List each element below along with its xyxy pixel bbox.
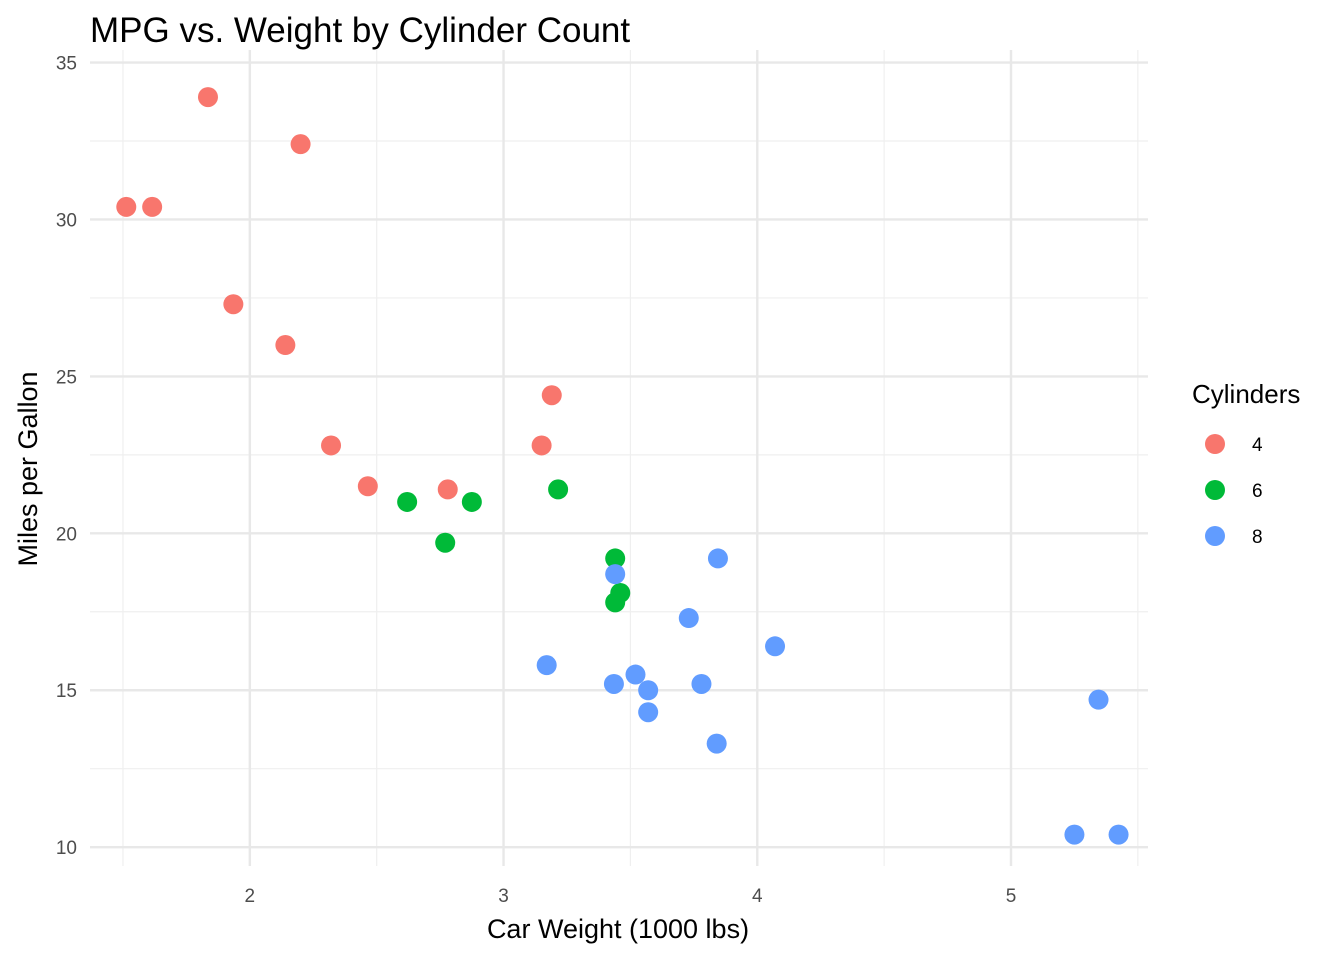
y-tick-label: 10	[56, 838, 77, 859]
data-point-cyl-4	[437, 479, 458, 500]
data-point-cyl-6	[461, 491, 482, 512]
data-point-cyl-8	[706, 733, 727, 754]
x-tick-label: 3	[498, 886, 509, 907]
data-point-cyl-8	[536, 655, 557, 676]
chart-title: MPG vs. Weight by Cylinder Count	[90, 11, 630, 50]
data-point-cyl-8	[638, 680, 659, 701]
data-point-cyl-8	[691, 673, 712, 694]
data-point-cyl-4	[321, 435, 342, 456]
data-point-cyl-8	[678, 608, 699, 629]
data-point-cyl-4	[531, 435, 552, 456]
y-axis-label: Miles per Gallon	[13, 371, 43, 566]
data-point-cyl-6	[605, 592, 626, 613]
legend-key-6	[1205, 480, 1225, 500]
legend-label-4: 4	[1252, 435, 1263, 456]
data-point-cyl-4	[541, 385, 562, 406]
x-tick-label: 2	[245, 886, 256, 907]
major-gridlines	[90, 50, 1148, 866]
y-tick-label: 20	[56, 524, 77, 545]
data-point-cyl-4	[357, 476, 378, 497]
x-tick-label: 5	[1006, 886, 1017, 907]
y-axis-tick-labels: 10 15 20 25 30 35	[56, 54, 77, 860]
legend-title: Cylinders	[1192, 379, 1300, 409]
data-point-cyl-8	[638, 702, 659, 723]
y-tick-label: 35	[56, 54, 77, 75]
legend-key-8	[1205, 526, 1225, 546]
data-point-cyl-4	[290, 134, 311, 155]
data-point-cyl-4	[142, 196, 163, 217]
data-point-cyl-6	[605, 548, 626, 569]
data-point-cyl-8	[625, 664, 646, 685]
data-point-cyl-8	[603, 673, 624, 694]
y-tick-label: 15	[56, 681, 77, 702]
data-point-cyl-6	[548, 479, 569, 500]
data-point-cyl-4	[197, 87, 218, 108]
data-point-cyl-8	[1064, 824, 1085, 845]
data-point-cyl-4	[223, 294, 244, 315]
y-tick-label: 25	[56, 367, 77, 388]
minor-gridlines	[90, 50, 1148, 866]
x-axis-tick-labels: 2 3 4 5	[245, 886, 1017, 907]
data-point-cyl-8	[1108, 824, 1129, 845]
data-point-cyl-8	[765, 636, 786, 657]
data-point-cyl-6	[397, 491, 418, 512]
data-point-cyl-4	[116, 196, 137, 217]
legend-key-4	[1205, 434, 1225, 454]
data-point-cyl-8	[605, 564, 626, 585]
data-points	[116, 87, 1129, 845]
y-tick-label: 30	[56, 210, 77, 231]
legend: Cylinders 4 6 8	[1192, 379, 1300, 548]
data-point-cyl-6	[435, 532, 456, 553]
legend-label-8: 8	[1252, 527, 1263, 548]
data-point-cyl-8	[707, 548, 728, 569]
x-tick-label: 4	[752, 886, 763, 907]
legend-items: 4 6 8	[1205, 434, 1263, 548]
data-point-cyl-8	[1088, 689, 1109, 710]
data-point-cyl-4	[275, 335, 296, 356]
legend-label-6: 6	[1252, 481, 1263, 502]
x-axis-label: Car Weight (1000 lbs)	[487, 914, 749, 944]
